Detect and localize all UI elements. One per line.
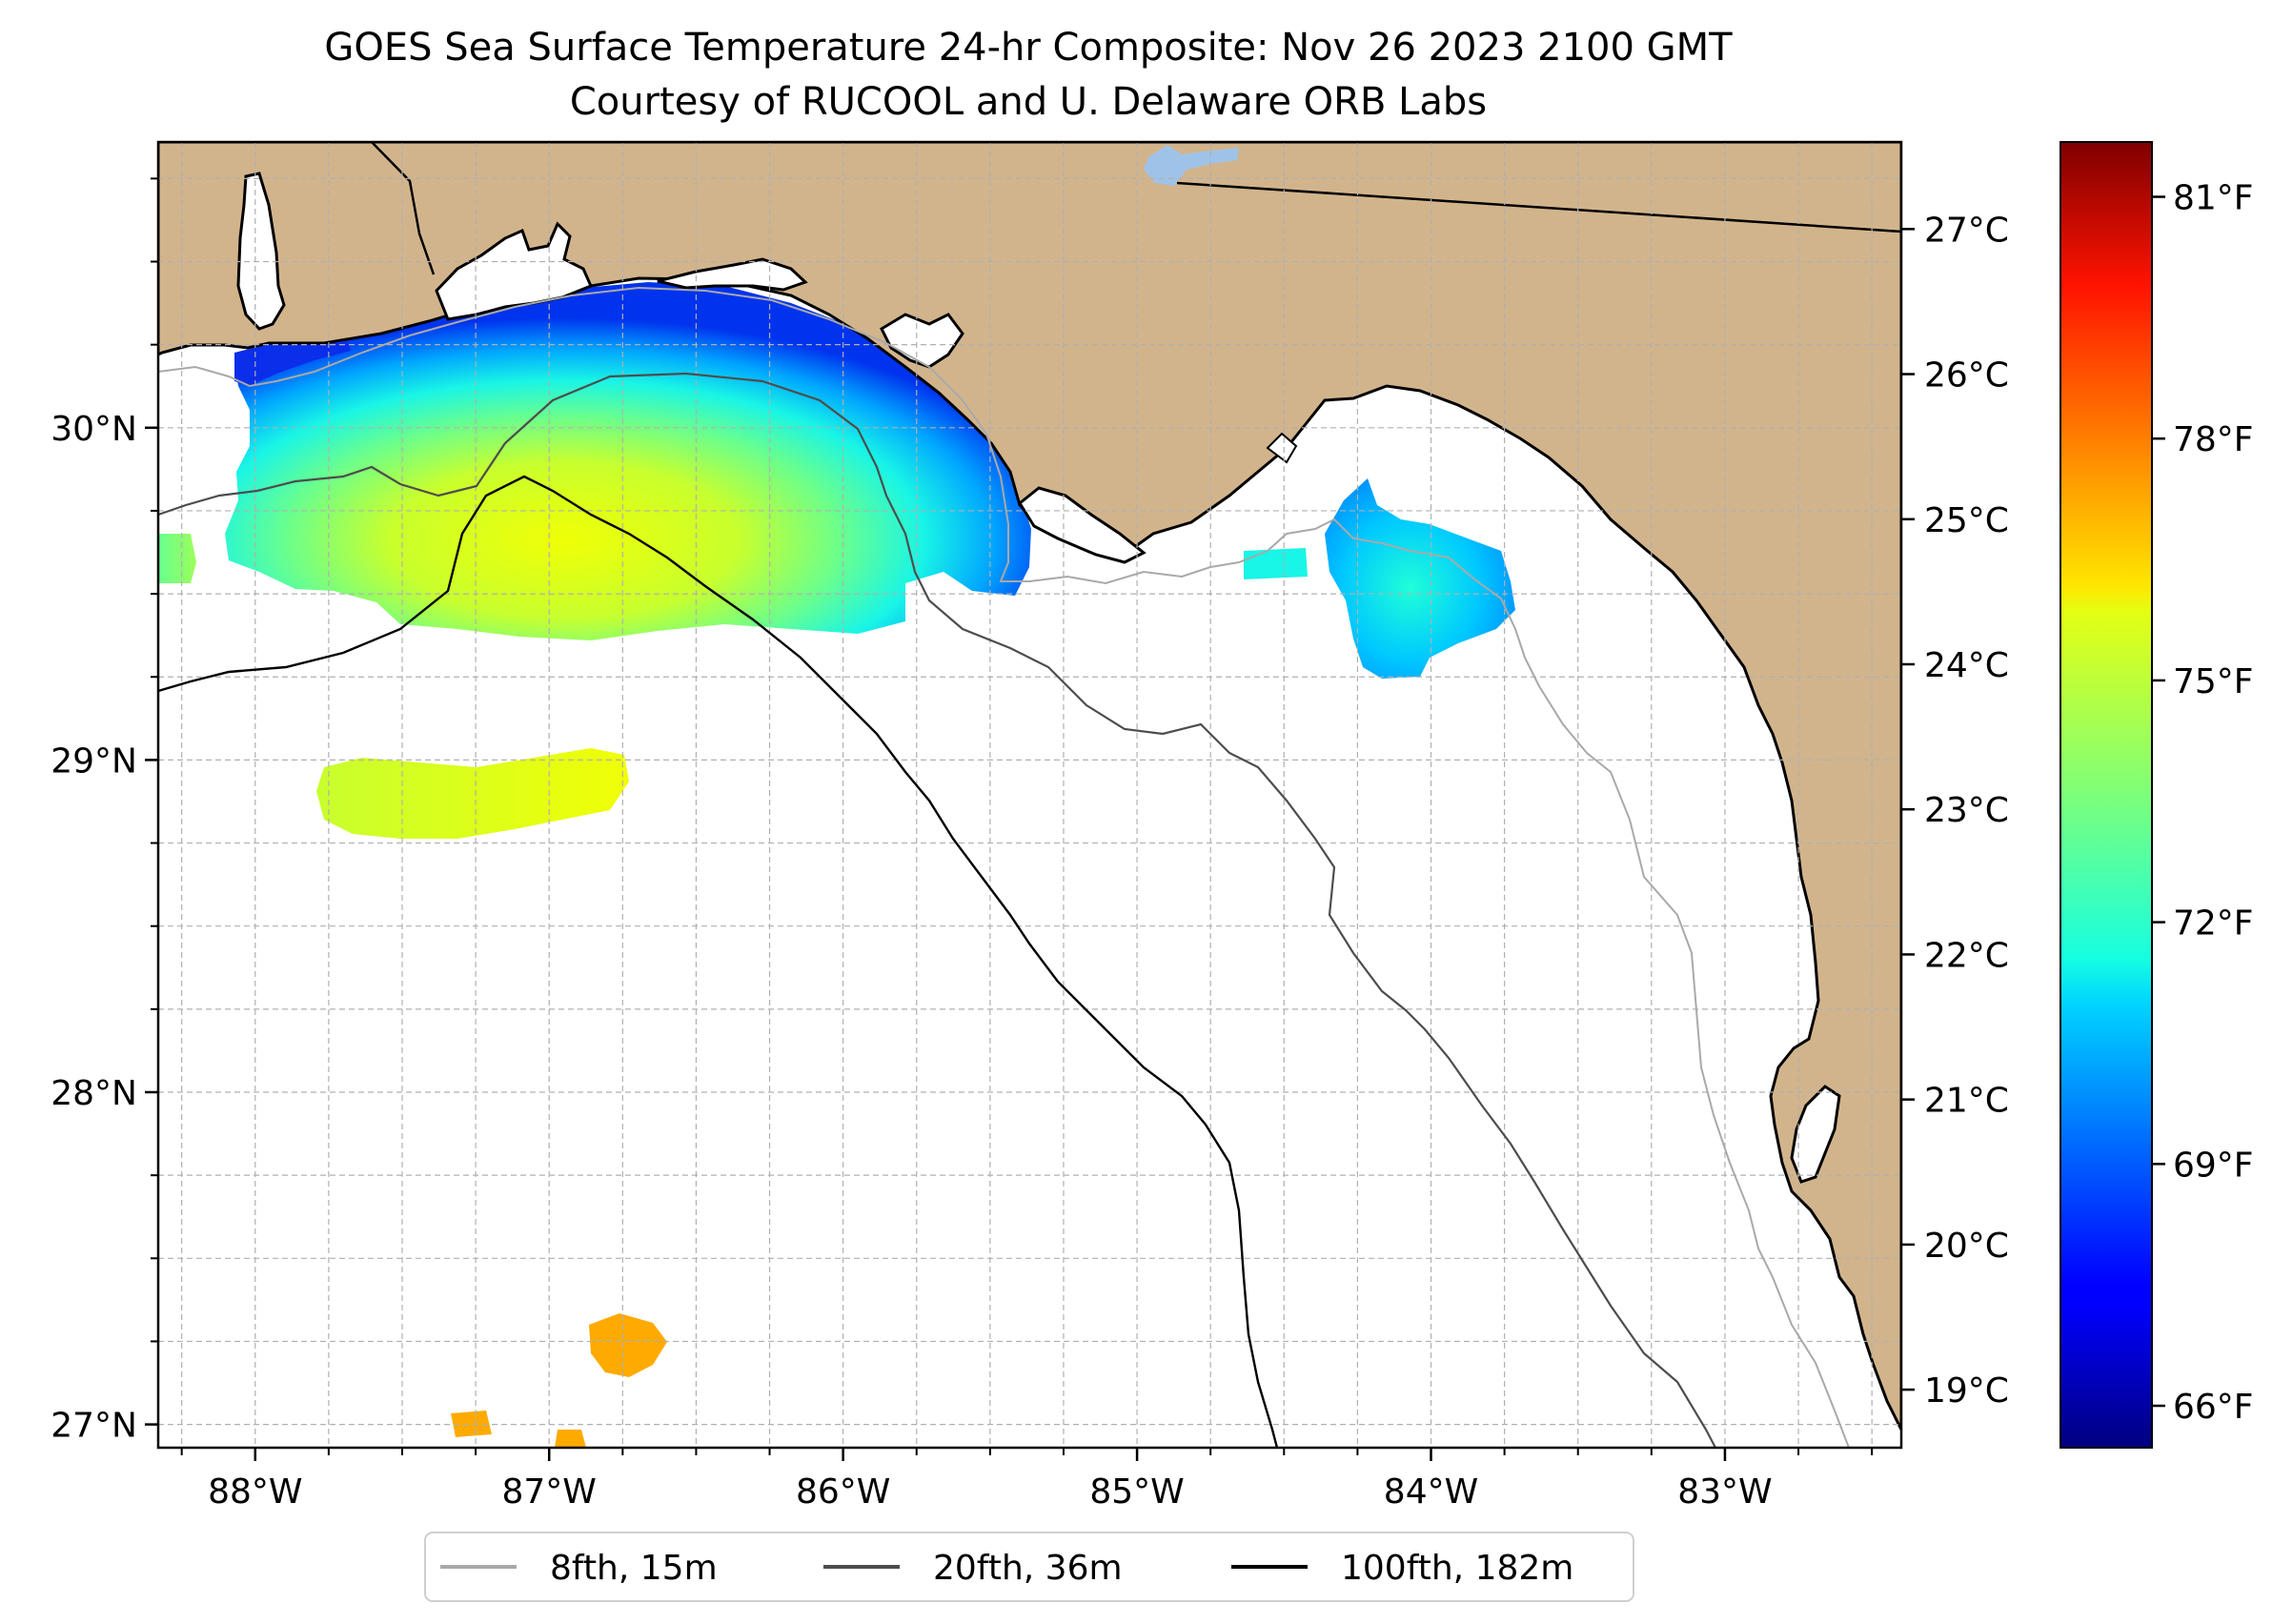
ochlockonee-bay — [1266, 432, 1298, 464]
map-area — [158, 142, 1901, 1448]
lake-seminole — [1144, 145, 1239, 186]
fahrenheit-axis: 66°F 69°F 72°F 75°F 78°F 81°F — [2152, 179, 2254, 1427]
state-boundary-al-fl — [371, 142, 436, 275]
tick-label-fahrenheit: 72°F — [2173, 904, 2254, 944]
colorbar — [2060, 141, 2153, 1449]
map-frame — [156, 140, 1903, 1450]
choctawhatchee-bay — [657, 257, 808, 292]
legend: 8fth, 15m 20fth, 36m 100fth, 182m — [424, 1532, 1634, 1602]
isobath-8fth-15m — [158, 286, 1850, 1448]
map-title: GOES Sea Surface Temperature 24-hr Compo… — [324, 26, 1733, 70]
latitude-axis: 27°N 28°N 29°N 30°N — [51, 177, 158, 1446]
isobath-20fth-36m — [158, 372, 1716, 1448]
state-boundary-fl-ga — [1176, 181, 1901, 233]
sst-data — [158, 195, 1515, 1448]
land-alabama-florida — [158, 142, 1901, 1431]
tick-label-fahrenheit: 69°F — [2173, 1146, 2254, 1185]
longitude-axis: 88°W 87°W 86°W 85°W 84°W 83°W — [180, 1448, 1874, 1512]
pensacola-bay — [435, 221, 594, 321]
tick-label-fahrenheit: 78°F — [2173, 420, 2254, 459]
tick-label-lon: 88°W — [208, 1472, 302, 1512]
tick-label-celsius: 20°C — [1924, 1227, 2009, 1266]
sst-patch-mid — [316, 748, 629, 839]
tick-label-lat: 28°N — [51, 1074, 137, 1113]
map-subtitle: Courtesy of RUCOOL and U. Delaware ORB L… — [570, 80, 1487, 124]
tick-label-celsius: 26°C — [1924, 356, 2009, 396]
tick-label-lat: 30°N — [51, 410, 137, 449]
sst-patch-main — [225, 282, 1031, 640]
tick-label-lon: 86°W — [796, 1472, 890, 1512]
legend-label-100fth: 100fth, 182m — [1341, 1549, 1573, 1588]
tampa-bay — [1790, 1085, 1841, 1184]
tick-label-celsius: 25°C — [1924, 501, 2009, 540]
tick-label-celsius: 19°C — [1924, 1371, 2009, 1411]
tick-label-fahrenheit: 66°F — [2173, 1388, 2254, 1427]
tick-label-lat: 27°N — [51, 1407, 137, 1446]
tick-label-lon: 83°W — [1677, 1472, 1772, 1512]
tick-label-celsius: 21°C — [1924, 1082, 2009, 1121]
tick-label-celsius: 22°C — [1924, 936, 2009, 975]
legend-box — [424, 1532, 1634, 1602]
legend-label-8fth: 8fth, 15m — [550, 1549, 718, 1588]
legend-label-20fth: 20fth, 36m — [933, 1549, 1123, 1588]
tick-label-fahrenheit: 81°F — [2173, 179, 2254, 218]
tick-label-fahrenheit: 75°F — [2173, 662, 2254, 701]
isobaths — [158, 286, 1850, 1448]
sst-patch-west — [158, 534, 196, 583]
mobile-bay — [236, 172, 286, 331]
tick-label-celsius: 24°C — [1924, 646, 2009, 685]
celsius-axis: 19°C 20°C 21°C 22°C 23°C 24°C 25°C 26°C 27°C — [1901, 211, 2009, 1411]
apalachicola-bay — [1018, 486, 1146, 564]
tick-label-lat: 29°N — [51, 741, 137, 781]
sst-patch-south-orange-2 — [451, 1411, 492, 1437]
tick-label-celsius: 27°C — [1924, 211, 2009, 250]
st-andrew-bay — [880, 313, 964, 369]
tick-label-lon: 85°W — [1089, 1472, 1184, 1512]
isobath-100fth-182m — [158, 475, 1279, 1448]
sst-patch-east-small — [1244, 548, 1308, 579]
sst-patch-south-orange-3 — [555, 1430, 586, 1448]
tick-label-lon: 87°W — [502, 1472, 597, 1512]
tick-label-lon: 84°W — [1384, 1472, 1478, 1512]
gridlines — [158, 142, 1901, 1448]
sst-patch-south-orange-1 — [589, 1313, 667, 1377]
tick-label-celsius: 23°C — [1924, 791, 2009, 830]
sst-patch-east — [1325, 478, 1515, 679]
land — [158, 142, 1901, 1431]
